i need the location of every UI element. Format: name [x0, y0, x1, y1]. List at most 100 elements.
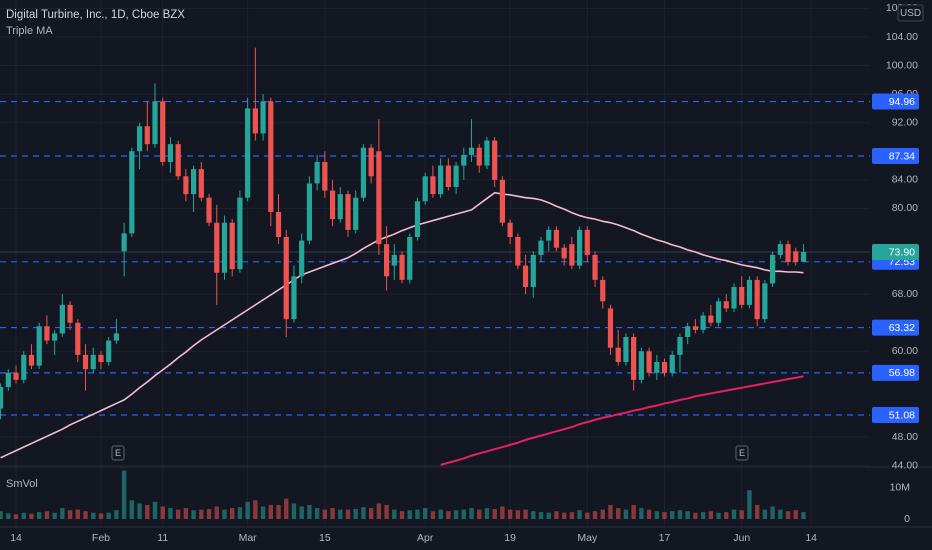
volume-bar — [523, 509, 528, 519]
volume-bar — [376, 503, 382, 519]
volume-bar — [75, 509, 80, 519]
candle-body — [345, 194, 351, 230]
volume-bar — [739, 510, 744, 519]
volume-bar — [561, 512, 567, 519]
x-tick-label: 19 — [504, 532, 516, 544]
volume-bar — [700, 512, 706, 519]
candle-body — [0, 387, 4, 409]
price-axis: 108.00104.00100.0096.0092.0084.0080.0068… — [872, 2, 919, 525]
earnings-label[interactable]: E — [739, 448, 745, 458]
volume-bar — [98, 513, 104, 519]
candle-body — [106, 340, 112, 363]
candle-body — [793, 251, 799, 262]
candle-body — [113, 333, 119, 341]
x-tick-label: 17 — [659, 532, 671, 544]
earnings-marker[interactable]: E — [111, 445, 125, 461]
volume-bar — [338, 509, 343, 519]
volume-bar — [484, 508, 490, 519]
volume-bar — [83, 511, 88, 519]
earnings-box[interactable] — [735, 445, 749, 461]
volume-bar — [677, 510, 683, 519]
candle-body — [191, 169, 197, 195]
earnings-box[interactable] — [111, 445, 125, 461]
candle-body — [615, 347, 621, 363]
candle-body — [221, 222, 228, 273]
volume-bar — [600, 509, 605, 519]
earnings-marker[interactable]: E — [735, 445, 749, 461]
volume-bar — [731, 509, 737, 519]
candle-body — [762, 283, 768, 320]
candle-body — [407, 237, 413, 280]
candle-body — [175, 144, 181, 177]
candle-body — [638, 351, 644, 380]
last-price-box — [872, 244, 919, 261]
candle-body — [754, 279, 760, 320]
candle-body — [67, 304, 73, 323]
y-tick-label: 44.00 — [892, 459, 918, 471]
volume-bar — [515, 510, 521, 519]
currency-label[interactable]: USD — [900, 8, 921, 19]
volume-bar — [747, 490, 752, 519]
volume-bar — [585, 512, 590, 519]
volume-bar — [554, 511, 559, 519]
volume-pane — [0, 470, 806, 519]
volume-bar — [353, 509, 358, 519]
candle-body — [129, 151, 135, 234]
y-tick-label: 48.00 — [892, 431, 918, 443]
earnings-label[interactable]: E — [115, 448, 121, 458]
candle-body — [268, 101, 274, 212]
candle-body — [52, 333, 58, 341]
candle-body — [677, 337, 683, 355]
candle-body — [445, 165, 451, 187]
candle-body — [592, 254, 598, 280]
volume-bar — [616, 508, 621, 519]
level-label: 63.32 — [889, 322, 915, 334]
volume-bar — [461, 509, 466, 519]
volume-bar — [191, 510, 196, 519]
volume-bar — [160, 506, 165, 519]
candle-body — [723, 301, 729, 309]
volume-bar — [260, 506, 266, 519]
volume-bar — [0, 511, 3, 519]
volume-bar — [608, 504, 613, 519]
y-tick-label: 104.00 — [886, 31, 918, 43]
candle-body — [21, 354, 27, 380]
x-tick-label: 14 — [10, 532, 22, 544]
x-tick-label: 15 — [319, 532, 331, 544]
candle-body — [28, 354, 35, 366]
candle-body — [492, 140, 498, 180]
candle-body — [800, 252, 807, 262]
volume-bar — [592, 511, 598, 519]
candle-body — [569, 244, 575, 266]
candle-body — [507, 222, 513, 237]
volume-bar — [453, 510, 459, 519]
level-label: 51.08 — [889, 409, 915, 421]
candle-body — [368, 147, 374, 177]
level-label: 87.34 — [889, 150, 915, 162]
volume-tick-label: 10M — [890, 482, 910, 494]
volume-bar — [29, 513, 34, 519]
volume-bar — [546, 512, 551, 519]
candle-body — [739, 287, 745, 305]
volume-bar — [121, 470, 127, 519]
currency-box[interactable] — [897, 4, 924, 22]
volume-bar — [662, 512, 667, 519]
last-price-label: 73.90 — [889, 246, 915, 258]
candle-body — [391, 254, 397, 266]
candle-body — [229, 222, 235, 270]
volume-bar — [284, 498, 289, 519]
volume-bar — [368, 508, 374, 519]
volume-bar — [91, 512, 96, 519]
candle-body — [183, 176, 189, 195]
candle-body — [299, 240, 305, 277]
candle-body — [329, 190, 336, 220]
candle-body — [692, 326, 698, 330]
candle-body — [337, 194, 343, 220]
candle-body — [360, 147, 367, 198]
volume-bar — [129, 500, 135, 519]
volume-bar — [345, 509, 351, 519]
volume-bar — [639, 508, 644, 519]
grid — [0, 0, 870, 527]
volume-bar — [623, 509, 629, 519]
volume-bar — [801, 512, 806, 519]
